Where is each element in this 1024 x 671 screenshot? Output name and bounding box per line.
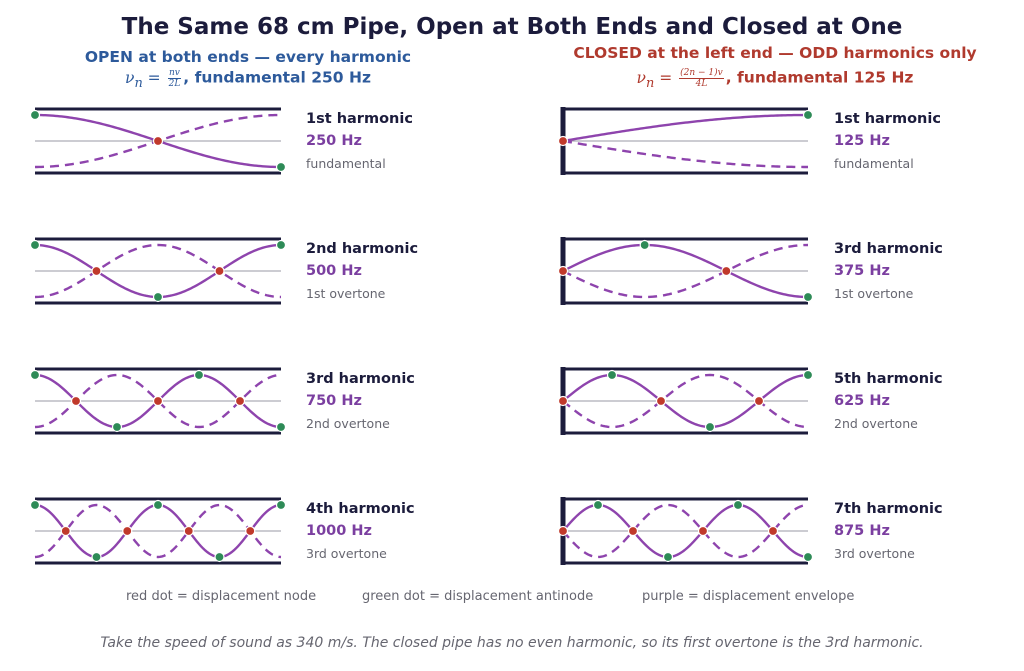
closed-mode-7-name: 7th harmonic — [834, 501, 943, 517]
open-mode-4-antinode-4 — [214, 551, 225, 563]
closed-mode-5-envelope-solid — [562, 373, 809, 429]
closed-mode-1-antinode-1 — [802, 109, 814, 121]
open-mode-4-node-1 — [60, 525, 71, 537]
closed-mode-1-envelope-solid — [562, 113, 808, 143]
open-mode-4-freq: 1000 Hz — [306, 523, 372, 539]
closed-mode-7-antinode-4 — [802, 551, 814, 563]
closed-mode-7-node-2 — [627, 525, 639, 537]
open-mode-3-freq: 750 Hz — [306, 393, 362, 409]
closed-mode-7-overtone: 3rd overtone — [834, 546, 915, 561]
open-mode-1-antinode-1 — [29, 109, 41, 121]
closed-mode-7-node-3 — [697, 525, 709, 537]
closed-column-heading: CLOSED at the left end — ODD harmonics o… — [573, 44, 977, 62]
closed-mode-5-node-2 — [655, 395, 667, 407]
open-mode-3-antinode-3 — [193, 369, 205, 381]
open-mode-3-node-3 — [234, 395, 246, 407]
closed-mode-7-freq: 875 Hz — [834, 523, 890, 539]
closed-mode-1-envelope-dashed — [562, 139, 808, 169]
closed-mode-3-node-1 — [557, 265, 569, 277]
open-column-heading: OPEN at both ends — every harmonic — [84, 48, 412, 66]
closed-mode-7-antinode-3 — [732, 499, 744, 511]
open-mode-4-antinode-2 — [91, 551, 102, 563]
open-mode-1-node-1 — [152, 135, 164, 147]
closed-mode-5-overtone: 2nd overtone — [834, 416, 918, 431]
open-mode-4-envelope-dashed — [34, 503, 282, 559]
closed-mode-3-freq: 375 Hz — [834, 263, 890, 279]
open-mode-1-name: 1st harmonic — [306, 111, 413, 127]
open-mode-2-antinode-2 — [152, 291, 164, 303]
open-mode-3-name: 3rd harmonic — [306, 371, 415, 387]
closed-mode-3-node-2 — [721, 265, 732, 277]
footnote: Take the speed of sound as 340 m/s. The … — [100, 635, 924, 651]
closed-mode-5-name: 5th harmonic — [834, 371, 943, 387]
closed-mode-5-antinode-2 — [704, 421, 716, 433]
closed-mode-7-node-4 — [767, 525, 779, 537]
open-mode-4-name: 4th harmonic — [306, 501, 415, 517]
open-mode-1-overtone: fundamental — [306, 156, 386, 171]
open-mode-2-antinode-1 — [29, 239, 41, 251]
legend-antinode: green dot = displacement antinode — [362, 589, 594, 604]
closed-mode-7-node-1 — [557, 525, 569, 537]
open-mode-4-overtone: 3rd overtone — [306, 546, 387, 561]
page-title: The Same 68 cm Pipe, Open at Both Ends a… — [121, 14, 903, 40]
closed-mode-5-node-3 — [753, 395, 765, 407]
closed-mode-5-node-1 — [557, 395, 569, 407]
closed-mode-3-overtone: 1st overtone — [834, 286, 914, 301]
open-mode-4-antinode-3 — [152, 499, 164, 511]
legend-node: red dot = displacement node — [126, 589, 317, 604]
closed-mode-5-antinode-1 — [606, 369, 618, 381]
closed-mode-7-antinode-2 — [662, 551, 674, 563]
open-mode-2-antinode-3 — [275, 239, 287, 251]
closed-mode-7-antinode-1 — [592, 499, 604, 511]
open-mode-3-overtone: 2nd overtone — [306, 416, 390, 431]
closed-mode-7-envelope-solid — [562, 503, 809, 559]
closed-mode-7-envelope-dashed — [562, 503, 809, 559]
open-column-formula: νn = nv 2L, fundamental 250 Hz — [125, 68, 371, 91]
open-mode-2-overtone: 1st overtone — [306, 286, 386, 301]
open-mode-4-antinode-1 — [29, 499, 41, 511]
open-mode-4-antinode-5 — [275, 499, 287, 511]
closed-mode-5-envelope-dashed — [562, 373, 809, 429]
closed-mode-1-overtone: fundamental — [834, 156, 914, 171]
closed-mode-3-antinode-2 — [802, 291, 814, 303]
legend-envelope: purple = displacement envelope — [642, 589, 855, 604]
open-mode-3-node-1 — [70, 395, 82, 407]
closed-mode-5-freq: 625 Hz — [834, 393, 890, 409]
closed-mode-3-envelope-solid — [562, 243, 809, 299]
open-mode-2-node-1 — [91, 265, 102, 277]
closed-mode-3-envelope-dashed — [562, 243, 809, 299]
open-mode-4-node-4 — [245, 525, 256, 537]
closed-mode-3-name: 3rd harmonic — [834, 241, 943, 257]
open-mode-1-antinode-2 — [275, 161, 287, 173]
closed-mode-1-name: 1st harmonic — [834, 111, 941, 127]
open-mode-3-node-2 — [152, 395, 164, 407]
closed-mode-5-antinode-3 — [802, 369, 814, 381]
open-mode-1-freq: 250 Hz — [306, 133, 362, 149]
closed-mode-1-freq: 125 Hz — [834, 133, 890, 149]
closed-mode-1-node-1 — [557, 135, 569, 147]
open-mode-4-node-2 — [122, 525, 133, 537]
open-mode-2-freq: 500 Hz — [306, 263, 362, 279]
open-mode-3-antinode-4 — [275, 421, 287, 433]
open-mode-4-node-3 — [183, 525, 194, 537]
open-mode-3-antinode-2 — [111, 421, 123, 433]
closed-mode-3-antinode-1 — [639, 239, 650, 251]
open-mode-2-node-2 — [214, 265, 225, 277]
open-mode-2-name: 2nd harmonic — [306, 241, 419, 257]
open-mode-2-envelope-dashed — [34, 243, 282, 299]
open-mode-3-antinode-1 — [29, 369, 41, 381]
closed-column-formula: νn = (2n − 1)v 4L, fundamental 125 Hz — [636, 68, 914, 91]
